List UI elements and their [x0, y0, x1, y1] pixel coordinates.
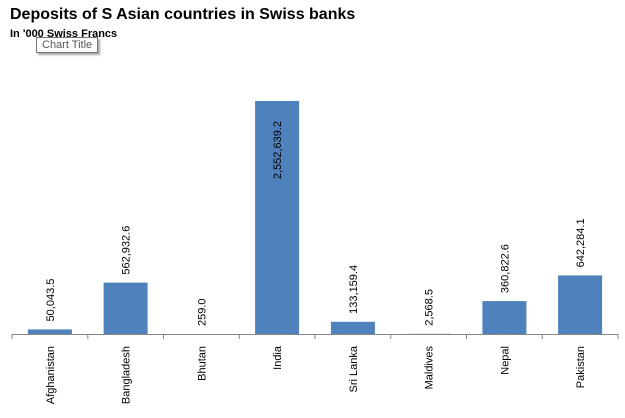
x-axis: Afghanistan Bangladesh Bhutan India Sri Lank… [11, 334, 619, 404]
x-tick-label: Bangladesh [121, 346, 133, 404]
data-label: 259.0 [196, 298, 208, 326]
data-labels: 50,043.5 562,932.6 259.0 2,552,639.2 133,159… [45, 121, 587, 326]
x-tick-label: Bhutan [196, 346, 208, 381]
bar-pakistan [558, 275, 603, 334]
x-tick-label: Nepal [499, 346, 511, 375]
data-label: 2,552,639.2 [272, 121, 284, 179]
chart-title-tooltip: Chart Title [36, 37, 99, 53]
data-label: 360,822.6 [499, 244, 511, 293]
data-label: 133,159.4 [348, 265, 360, 314]
chart-title: Deposits of S Asian countries in Swiss b… [10, 6, 356, 23]
bar-india [255, 101, 300, 334]
x-tick-label: Sri Lanka [348, 345, 360, 392]
data-label: 2,568.5 [424, 289, 436, 326]
bar-sri-lanka [330, 321, 375, 334]
x-tick-label: India [272, 345, 284, 370]
data-label: 642,284.1 [575, 218, 587, 267]
data-label: 562,932.6 [121, 226, 133, 275]
bar-series [27, 101, 603, 334]
bar-afghanistan [27, 329, 72, 334]
x-tick-label: Maldives [424, 346, 436, 390]
bar-bangladesh [103, 282, 148, 334]
data-label: 50,043.5 [45, 279, 57, 322]
x-tick-label: Afghanistan [45, 346, 57, 404]
x-tick-label: Pakistan [575, 346, 587, 388]
bar-nepal [482, 301, 527, 334]
